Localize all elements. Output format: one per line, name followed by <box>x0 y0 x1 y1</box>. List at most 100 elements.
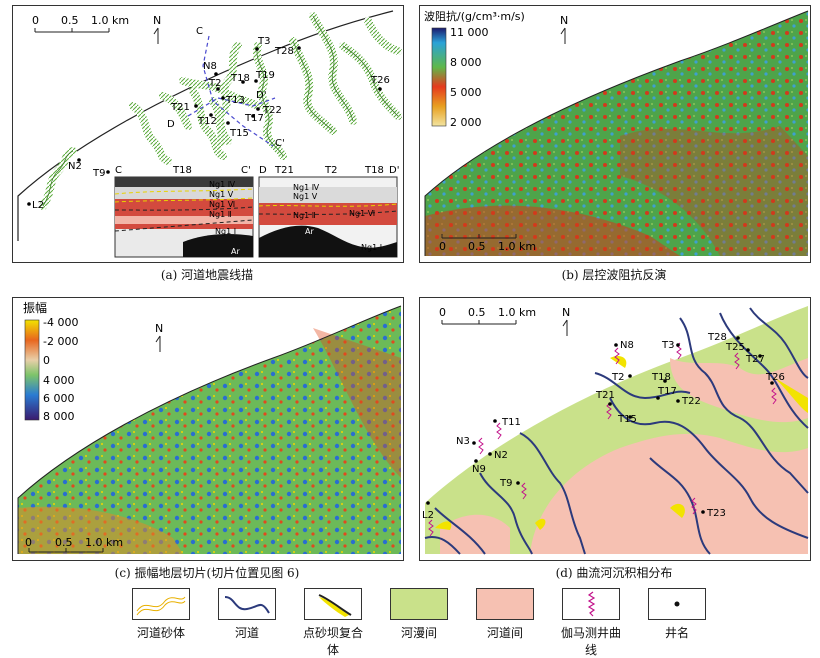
legend-item-interchannel: 河道间 <box>470 588 540 641</box>
svg-text:Ng1 Ⅱ: Ng1 Ⅱ <box>293 211 316 220</box>
svg-text:0: 0 <box>439 306 446 319</box>
north-arrow-b: N <box>560 14 568 44</box>
legend-item-channel-sand: 河道砂体 <box>126 588 196 641</box>
svg-text:T18: T18 <box>230 73 250 84</box>
svg-text:N: N <box>155 322 163 335</box>
legend-item-well-name: 井名 <box>642 588 712 641</box>
svg-text:1.0 km: 1.0 km <box>498 240 536 253</box>
caption-d: (d) 曲流河沉积相分布 <box>555 566 673 580</box>
svg-text:T9: T9 <box>92 168 105 179</box>
svg-text:D': D' <box>256 90 266 101</box>
north-arrow-c: N <box>155 322 163 352</box>
svg-text:Ng1 Ⅵ: Ng1 Ⅵ <box>349 209 375 218</box>
svg-text:4 000: 4 000 <box>43 374 75 387</box>
panel-a-seismic-line-drawing: 0 0.5 1.0 km N C T3 T28 N8 T26 T18 T19 T… <box>12 5 404 263</box>
svg-text:C': C' <box>241 165 251 176</box>
svg-text:T21: T21 <box>595 390 615 401</box>
svg-text:-2 000: -2 000 <box>43 335 78 348</box>
legend: 河道砂体 河道 点砂坝复合体 河漫间 河道间 伽马测井曲线 井名 <box>0 582 820 657</box>
svg-text:T21: T21 <box>170 102 190 113</box>
north-arrow-d: N <box>562 306 570 336</box>
panel-b-svg: 波阻抗/(g/cm³·m/s) 11 000 8 000 5 000 2 000… <box>424 9 809 256</box>
legend-item-channel: 河道 <box>212 588 282 641</box>
svg-text:6 000: 6 000 <box>43 392 75 405</box>
svg-text:D': D' <box>389 165 399 176</box>
svg-text:C': C' <box>275 138 285 149</box>
svg-text:0: 0 <box>43 354 50 367</box>
channel-lines <box>424 307 809 555</box>
panel-c-svg: 振幅 -4 000 -2 000 0 4 000 6 000 8 000 N 0… <box>17 300 402 554</box>
svg-text:N8: N8 <box>203 61 217 72</box>
svg-text:N: N <box>560 14 568 27</box>
svg-text:N9: N9 <box>472 464 486 475</box>
wells-d: N8 T3 T28 T25 T27 T2 T18 T26 T17 T21 T22… <box>422 332 785 521</box>
north-arrow: N <box>153 14 161 44</box>
svg-text:波阻抗/(g/cm³·m/s): 波阻抗/(g/cm³·m/s) <box>424 9 525 23</box>
svg-text:N8: N8 <box>620 340 634 351</box>
scale-bar-c: 0 0.5 1.0 km <box>25 536 123 553</box>
svg-text:T25: T25 <box>725 342 745 353</box>
svg-text:T15: T15 <box>229 128 249 139</box>
svg-text:T15: T15 <box>617 414 637 425</box>
svg-text:0: 0 <box>439 240 446 253</box>
svg-text:Ng1 Ⅳ: Ng1 Ⅳ <box>293 183 320 192</box>
legend-item-point-bar: 点砂坝复合体 <box>298 588 368 658</box>
wells-a: C T3 T28 N8 T26 T18 T19 T2 D' T21 T13 T2… <box>27 26 390 211</box>
svg-text:8 000: 8 000 <box>43 410 75 423</box>
svg-text:8 000: 8 000 <box>450 56 482 69</box>
panel-b-impedance-inversion: 波阻抗/(g/cm³·m/s) 11 000 8 000 5 000 2 000… <box>419 5 811 263</box>
svg-text:Ng1 Ⅵ: Ng1 Ⅵ <box>209 200 235 209</box>
svg-text:T3: T3 <box>257 36 270 47</box>
svg-text:0.5: 0.5 <box>468 306 486 319</box>
svg-text:N: N <box>562 306 570 319</box>
svg-text:1.0 km: 1.0 km <box>498 306 536 319</box>
caption-c: (c) 振幅地层切片(切片位置见图 6) <box>114 566 300 580</box>
svg-text:Ng1 Ⅰ: Ng1 Ⅰ <box>361 243 382 252</box>
svg-text:L2: L2 <box>422 510 434 521</box>
svg-text:1.0 km: 1.0 km <box>91 14 129 27</box>
panel-d-svg: N8 T3 T28 T25 T27 T2 T18 T26 T17 T21 T22… <box>422 306 809 555</box>
svg-text:Ar: Ar <box>231 247 240 256</box>
amplitude-map <box>18 306 401 554</box>
gamma-logs <box>428 342 777 537</box>
svg-text:T17: T17 <box>657 386 677 397</box>
svg-text:T9: T9 <box>499 478 512 489</box>
svg-text:T17: T17 <box>244 113 264 124</box>
svg-text:T18: T18 <box>172 165 192 176</box>
svg-text:T3: T3 <box>661 340 674 351</box>
svg-text:N3: N3 <box>456 436 470 447</box>
svg-text:T26: T26 <box>765 372 785 383</box>
svg-text:Ng1 Ⅴ: Ng1 Ⅴ <box>293 192 318 201</box>
svg-text:D: D <box>259 165 267 176</box>
seismic-section-cc <box>114 176 254 258</box>
svg-text:T18: T18 <box>651 372 671 383</box>
svg-text:0: 0 <box>32 14 39 27</box>
svg-text:T28: T28 <box>274 46 294 57</box>
impedance-map <box>425 11 808 256</box>
caption-a: (a) 河道地震线描 <box>160 268 254 282</box>
svg-text:Ng1 Ⅰ: Ng1 Ⅰ <box>215 227 236 236</box>
svg-text:Ng1 Ⅳ: Ng1 Ⅳ <box>209 180 236 189</box>
survey-boundary <box>17 10 394 241</box>
svg-text:C: C <box>196 26 203 37</box>
panel-c-amplitude-slice: 振幅 -4 000 -2 000 0 4 000 6 000 8 000 N 0… <box>12 297 404 561</box>
svg-text:T27: T27 <box>745 354 765 365</box>
svg-text:L2: L2 <box>32 200 44 211</box>
svg-text:N2: N2 <box>68 161 82 172</box>
svg-text:N: N <box>153 14 161 27</box>
svg-text:5 000: 5 000 <box>450 86 482 99</box>
svg-text:T18: T18 <box>364 165 384 176</box>
svg-text:T23: T23 <box>706 508 726 519</box>
svg-text:D: D <box>167 119 175 130</box>
impedance-colorbar: 波阻抗/(g/cm³·m/s) 11 000 8 000 5 000 2 000 <box>424 9 525 129</box>
svg-text:T12: T12 <box>197 116 217 127</box>
panel-d-facies-map: N8 T3 T28 T25 T27 T2 T18 T26 T17 T21 T22… <box>419 297 811 561</box>
svg-text:T26: T26 <box>370 75 390 86</box>
scale-bar-d: 0 0.5 1.0 km <box>439 306 536 325</box>
legend-item-floodplain: 河漫间 <box>384 588 454 641</box>
caption-b: (b) 层控波阻抗反演 <box>561 268 667 282</box>
svg-text:2 000: 2 000 <box>450 116 482 129</box>
svg-text:0.5: 0.5 <box>61 14 79 27</box>
svg-text:Ng1 Ⅴ: Ng1 Ⅴ <box>209 190 234 199</box>
svg-text:-4 000: -4 000 <box>43 316 78 329</box>
